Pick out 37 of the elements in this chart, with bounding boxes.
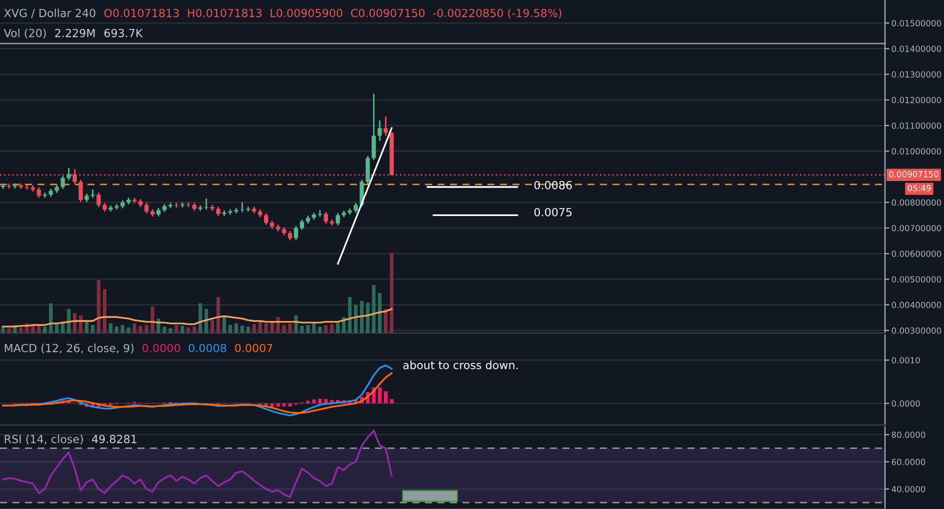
annotation: about to cross down.	[403, 360, 518, 370]
y-tick-label: 0.01100000	[892, 122, 942, 129]
annotation: O0.01071813	[104, 8, 179, 18]
y-tick-label: 0.01200000	[892, 96, 942, 104]
chart-title: Vol (20)	[4, 28, 46, 39]
annotation: H0.01071813	[188, 8, 262, 18]
annotation: 0.0007	[235, 344, 272, 352]
y-tick-label: 0.00600000	[892, 250, 942, 257]
ref-line-label: 0.00907150	[889, 171, 938, 178]
y-tick-label: 0.0010	[892, 357, 920, 364]
y-tick-label: 0.01000000	[892, 148, 942, 154]
y-tick-label: 40.0000	[892, 486, 926, 492]
annotation: 49.8281	[92, 434, 136, 444]
y-tick-label: 0.01500000	[892, 20, 942, 26]
annotation: 0.0000	[142, 344, 180, 352]
y-tick-label: 60.0000	[892, 458, 926, 466]
y-tick-label: 0.0000	[892, 400, 920, 407]
annotation: 0.0086	[534, 180, 572, 190]
annotation: -0.00220850 (-19.58%)	[433, 8, 562, 19]
annotation: 2.229M	[55, 28, 95, 38]
text: RSI (14, close)	[4, 434, 83, 445]
annotation: L0.00905900	[270, 8, 342, 18]
y-tick-label: 0.01400000	[892, 46, 942, 52]
y-tick-label: 0.00500000	[892, 276, 942, 282]
y-tick-label: 0.01300000	[892, 71, 942, 78]
text: 05:49	[908, 184, 931, 192]
y-tick-label: 80.0000	[892, 432, 926, 438]
text: MACD (12, 26, close, 9)	[4, 344, 134, 354]
y-tick-label: 0.00800000	[892, 199, 942, 206]
annotation: 0.0008	[188, 344, 226, 352]
annotation: 0.0075	[534, 208, 572, 216]
annotation: 693.7K	[104, 28, 143, 38]
y-tick-label: 0.00700000	[892, 224, 942, 232]
y-tick-label: 0.00300000	[892, 327, 942, 334]
annotation: C0.00907150	[350, 8, 425, 18]
y-tick-label: 0.00400000	[892, 302, 942, 308]
text: XVG / Dollar 240	[4, 8, 96, 18]
